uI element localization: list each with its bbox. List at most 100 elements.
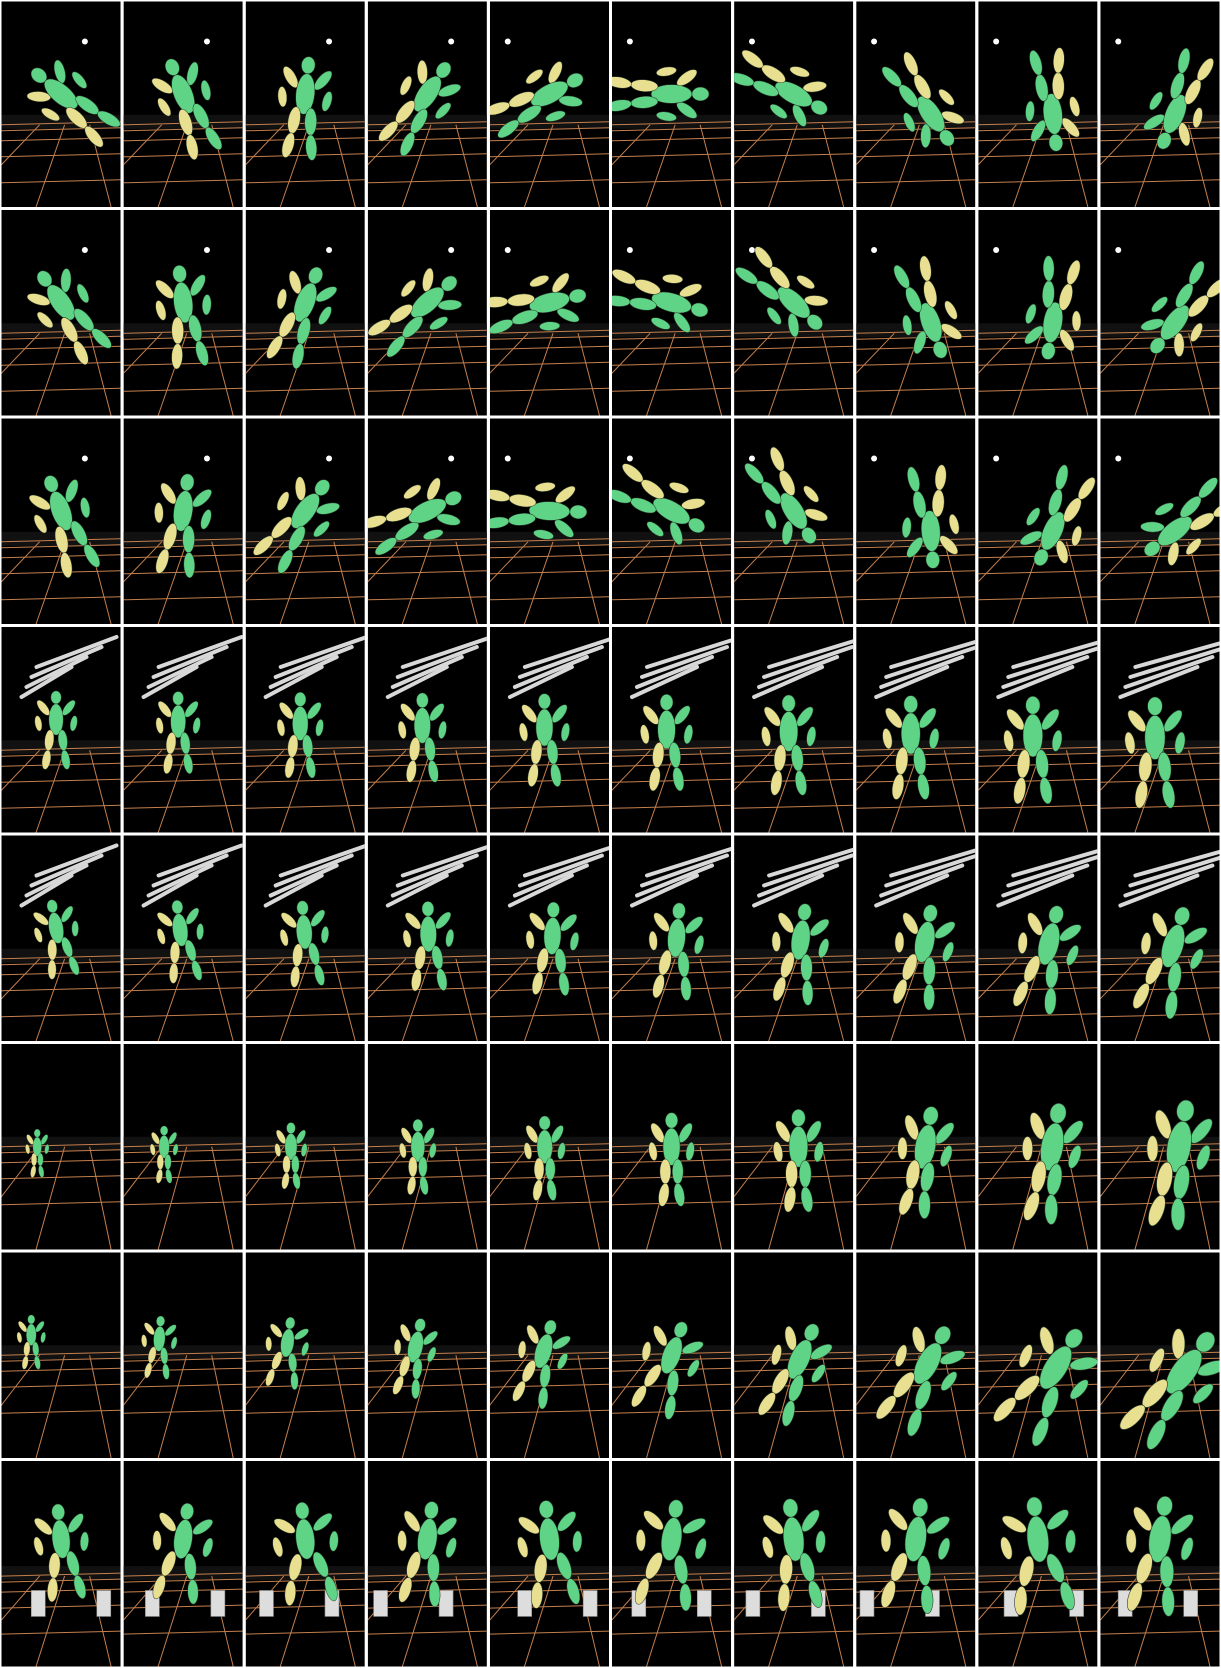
body-part bbox=[1160, 1556, 1174, 1588]
body-part bbox=[38, 1153, 44, 1166]
body-part bbox=[534, 1158, 544, 1180]
frame bbox=[0, 836, 121, 1042]
pivot bbox=[204, 247, 210, 253]
body-part bbox=[413, 1119, 423, 1132]
pivot bbox=[505, 456, 511, 462]
pivot bbox=[505, 247, 511, 253]
pivot bbox=[749, 247, 755, 253]
pivot bbox=[448, 456, 454, 462]
body-part bbox=[782, 695, 795, 712]
frame-background bbox=[612, 1461, 731, 1667]
body-part bbox=[1174, 333, 1185, 357]
frame bbox=[0, 210, 123, 416]
pivot bbox=[82, 39, 88, 45]
body-part bbox=[48, 960, 56, 980]
body-part bbox=[1045, 1195, 1058, 1225]
body-part bbox=[160, 1126, 168, 1136]
pivot bbox=[82, 456, 88, 462]
frame-background bbox=[734, 1461, 853, 1667]
body-part bbox=[1022, 1136, 1032, 1160]
body-part bbox=[157, 1154, 164, 1169]
body-part bbox=[28, 1315, 35, 1324]
body-part bbox=[422, 901, 434, 916]
body-part bbox=[898, 1137, 908, 1159]
body-part bbox=[660, 1159, 671, 1184]
obstacle bbox=[1184, 1590, 1198, 1616]
pivot bbox=[871, 456, 877, 462]
body-part bbox=[800, 954, 812, 981]
body-part bbox=[692, 87, 709, 101]
obstacle bbox=[583, 1590, 597, 1616]
body-part bbox=[895, 932, 904, 953]
body-part bbox=[799, 1160, 811, 1187]
pivot bbox=[993, 247, 999, 253]
pivot bbox=[749, 39, 755, 45]
body-part bbox=[408, 1157, 417, 1177]
body-part bbox=[172, 317, 184, 344]
frame-background bbox=[1100, 1461, 1219, 1667]
pivot bbox=[448, 247, 454, 253]
pivot bbox=[993, 39, 999, 45]
pivot bbox=[448, 39, 454, 45]
body-part bbox=[1171, 1198, 1185, 1230]
body-part bbox=[418, 1157, 427, 1177]
pivot bbox=[627, 247, 633, 253]
pivot bbox=[505, 39, 511, 45]
pivot bbox=[627, 39, 633, 45]
body-part bbox=[173, 692, 184, 706]
frame bbox=[0, 1044, 121, 1250]
frame-background bbox=[856, 1461, 975, 1667]
body-part bbox=[48, 939, 57, 960]
body-part bbox=[1147, 1136, 1158, 1162]
body-part bbox=[72, 921, 79, 937]
obstacle bbox=[518, 1590, 532, 1616]
body-part bbox=[1043, 256, 1054, 282]
body-part bbox=[283, 1156, 291, 1174]
frame bbox=[0, 1253, 121, 1459]
pivot bbox=[871, 247, 877, 253]
body-part bbox=[295, 692, 306, 706]
body-part bbox=[427, 1554, 440, 1582]
body-part bbox=[538, 694, 550, 709]
frame-background bbox=[2, 1461, 121, 1667]
pivot bbox=[326, 456, 332, 462]
pivot bbox=[627, 456, 633, 462]
body-part bbox=[786, 1160, 798, 1187]
body-part bbox=[660, 694, 673, 710]
frame bbox=[0, 1461, 121, 1667]
body-part bbox=[292, 1156, 300, 1174]
frame-background bbox=[246, 1461, 365, 1667]
body-part bbox=[1148, 697, 1163, 715]
frame bbox=[0, 2, 130, 208]
body-part bbox=[1072, 311, 1081, 332]
pivot bbox=[1115, 39, 1121, 45]
body-part bbox=[904, 696, 918, 713]
obstacle bbox=[860, 1590, 874, 1616]
body-part bbox=[672, 1159, 683, 1184]
pivot bbox=[326, 39, 332, 45]
body-part bbox=[165, 1154, 172, 1169]
body-part bbox=[919, 1191, 931, 1219]
body-part bbox=[665, 1113, 677, 1129]
body-part bbox=[31, 1153, 37, 1166]
obstacle bbox=[746, 1590, 760, 1616]
frame-background bbox=[124, 1461, 243, 1667]
obstacle bbox=[697, 1590, 711, 1616]
body-part bbox=[545, 1158, 555, 1180]
body-part bbox=[51, 691, 61, 704]
obstacle bbox=[439, 1590, 453, 1616]
pivot bbox=[326, 247, 332, 253]
body-part bbox=[1172, 1329, 1185, 1359]
pivot bbox=[1115, 247, 1121, 253]
body-part bbox=[792, 1109, 806, 1126]
body-part bbox=[287, 1123, 296, 1134]
pivot bbox=[1115, 456, 1121, 462]
obstacle bbox=[97, 1590, 111, 1616]
body-part bbox=[570, 505, 587, 519]
body-part bbox=[34, 1129, 40, 1137]
frame bbox=[0, 419, 121, 625]
body-part bbox=[1026, 696, 1040, 714]
body-part bbox=[923, 984, 934, 1010]
frame-background bbox=[978, 1461, 1097, 1667]
pivot bbox=[749, 456, 755, 462]
